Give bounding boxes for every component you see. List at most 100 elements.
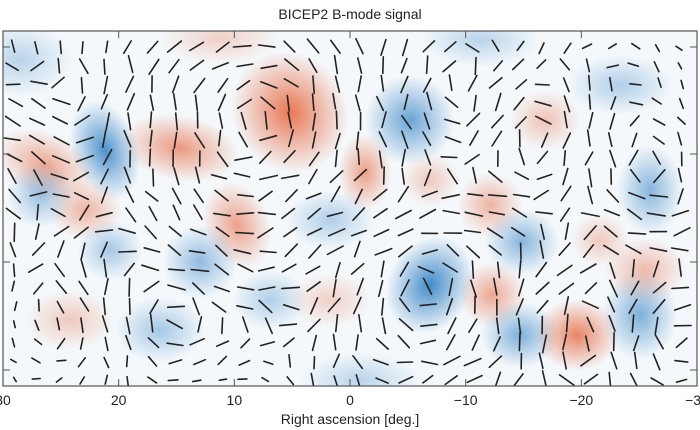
- polarization-segment: [448, 74, 453, 91]
- polarization-segment: [216, 151, 229, 168]
- polarization-segment: [123, 40, 132, 55]
- polarization-segment: [356, 277, 365, 296]
- polarization-segment: [563, 42, 572, 55]
- polarization-segment: [128, 297, 131, 316]
- polarization-segment: [444, 136, 462, 144]
- x-tick-label: −30: [685, 392, 700, 408]
- polarization-segment: [514, 171, 530, 180]
- polarization-segment: [652, 135, 665, 145]
- polarization-segment: [75, 136, 94, 144]
- polarization-segment: [125, 334, 132, 351]
- polarization-segment: [491, 39, 500, 53]
- polarization-segment: [492, 336, 502, 352]
- polarization-segment: [651, 97, 663, 105]
- polarization-segment: [649, 247, 668, 252]
- polarization-segment: [55, 280, 68, 295]
- polarization-segment: [307, 207, 322, 220]
- polarization-segment: [73, 171, 90, 182]
- polarization-segment: [517, 278, 525, 297]
- x-tick-label: 30: [0, 392, 11, 408]
- polarization-segment: [400, 279, 410, 297]
- polarization-segment: [56, 337, 66, 350]
- polarization-segment: [652, 298, 666, 315]
- polarization-segment: [401, 114, 412, 130]
- polarization-segment: [562, 132, 572, 149]
- polarization-segment: [372, 358, 389, 366]
- polarization-segment: [517, 317, 522, 335]
- polarization-segment: [380, 74, 385, 92]
- polarization-segment: [463, 357, 482, 367]
- polarization-segment: [358, 313, 363, 333]
- polarization-segment: [490, 114, 504, 129]
- polarization-segment: [103, 356, 110, 369]
- polarization-segment: [102, 148, 113, 166]
- polarization-segment: [424, 149, 432, 166]
- polarization-segment: [211, 301, 227, 313]
- polarization-segment: [283, 58, 300, 71]
- polarization-segment: [466, 193, 484, 197]
- polarization-segment: [401, 38, 409, 57]
- polarization-segment: [334, 75, 341, 93]
- polarization-segment: [586, 316, 595, 333]
- polarization-segment: [382, 166, 386, 185]
- polarization-segment: [194, 132, 206, 149]
- polarization-segment: [73, 192, 90, 201]
- polarization-segment: [518, 147, 526, 166]
- polarization-segment: [214, 263, 230, 276]
- polarization-segment: [397, 228, 414, 237]
- polarization-segment: [34, 319, 40, 332]
- polarization-segment: [375, 377, 389, 384]
- polarization-segment: [558, 242, 571, 256]
- polarization-segment: [650, 377, 664, 386]
- polarization-segment: [652, 150, 662, 165]
- polarization-segment: [30, 97, 46, 109]
- polarization-segment: [147, 376, 158, 384]
- polarization-segment: [9, 242, 17, 258]
- polarization-segment: [675, 378, 688, 384]
- polarization-segment: [608, 371, 612, 386]
- polarization-segment: [442, 262, 459, 273]
- negative-b-mode-region: [484, 209, 560, 275]
- polarization-segment: [75, 154, 94, 163]
- polarization-segment: [540, 132, 549, 148]
- polarization-segment: [603, 225, 618, 238]
- negative-b-mode-region: [365, 75, 455, 165]
- polarization-segment: [50, 208, 66, 218]
- polarization-segment: [495, 317, 500, 335]
- polarization-segment: [102, 297, 106, 316]
- polarization-segment: [33, 338, 43, 346]
- polarization-segment: [512, 193, 531, 198]
- polarization-segment: [51, 76, 65, 89]
- polarization-segment: [491, 130, 503, 147]
- polarization-segment: [74, 114, 91, 126]
- negative-b-mode-region: [617, 145, 683, 235]
- polarization-segment: [676, 116, 686, 125]
- polarization-segment: [152, 168, 155, 187]
- polarization-segment: [28, 134, 46, 145]
- polarization-segment: [562, 77, 570, 93]
- polarization-segment: [380, 260, 385, 278]
- positive-b-mode-region: [570, 213, 630, 267]
- polarization-segment: [445, 297, 454, 316]
- polarization-segment: [30, 80, 48, 85]
- polarization-segment: [563, 295, 570, 316]
- polarization-segment: [609, 262, 616, 279]
- polarization-segment: [211, 61, 229, 70]
- polarization-segment: [95, 211, 113, 218]
- polarization-segment: [378, 150, 383, 169]
- polarization-segment: [217, 93, 227, 112]
- polarization-segment: [533, 189, 550, 201]
- polarization-segment: [307, 318, 321, 333]
- polarization-segment: [280, 174, 300, 180]
- polarization-segment: [214, 189, 229, 202]
- polarization-segment: [143, 280, 160, 293]
- polarization-segment: [80, 260, 87, 278]
- polarization-segment: [118, 227, 136, 234]
- x-axis-label: Right ascension [deg.]: [280, 411, 420, 427]
- polarization-segment: [79, 376, 86, 385]
- polarization-segment: [104, 336, 109, 352]
- polarization-segment: [401, 148, 407, 167]
- polarization-segment: [378, 131, 388, 148]
- polarization-segment: [167, 284, 186, 291]
- polarization-segment: [584, 335, 590, 352]
